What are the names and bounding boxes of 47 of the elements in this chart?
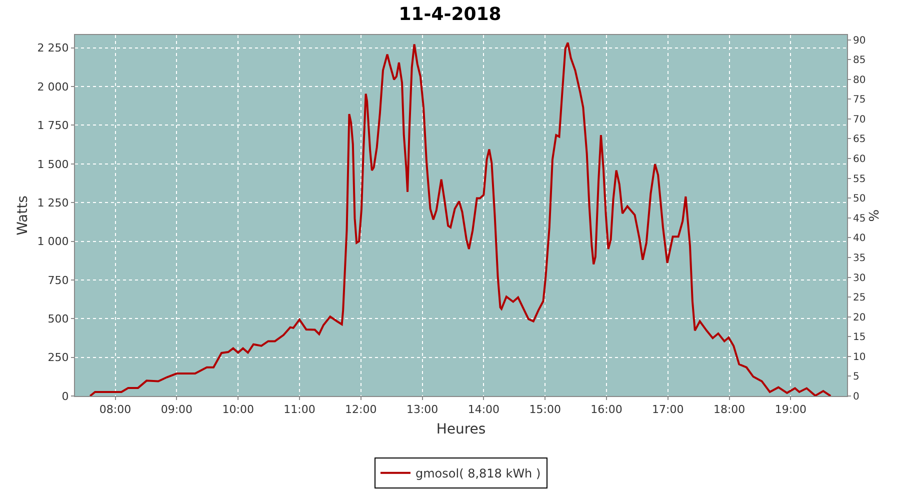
y-tick-label: 2 250 xyxy=(37,42,69,55)
y2-tick-label: 85 xyxy=(853,55,866,66)
y2-tick-label: 65 xyxy=(853,134,866,146)
x-tick-label: 18:00 xyxy=(713,403,746,416)
y2-tick-label: 40 xyxy=(853,233,866,244)
y2-tick-label: 90 xyxy=(853,35,866,46)
y2-axis-title: % xyxy=(867,209,882,222)
y2-tick-label: 10 xyxy=(853,352,866,363)
y-tick-label: 500 xyxy=(48,312,69,326)
y2-tick-label: 50 xyxy=(853,194,866,205)
y-tick-label: 1 250 xyxy=(37,196,69,210)
x-tick-label: 14:00 xyxy=(468,403,500,416)
y-tick-label: 1 750 xyxy=(37,119,69,132)
x-tick-label: 10:00 xyxy=(222,403,254,416)
y-tick-label: 1 500 xyxy=(37,158,69,171)
y2-tick-label: 55 xyxy=(853,174,866,185)
legend-label: gmosol( 8,818 kWh ) xyxy=(416,466,541,481)
x-tick-label: 12:00 xyxy=(345,403,377,416)
y2-tick-label: 25 xyxy=(853,292,866,304)
y2-tick-label: 20 xyxy=(853,312,866,324)
y-tick-label: 2 000 xyxy=(37,80,69,94)
y-axis-title: Watts xyxy=(14,196,31,236)
y2-tick-label: 30 xyxy=(853,272,866,284)
x-tick-label: 19:00 xyxy=(774,403,807,416)
y-tick-label: 1 000 xyxy=(37,235,69,248)
y-tick-label: 0 xyxy=(62,390,69,403)
y-tick-label: 250 xyxy=(48,351,69,364)
y2-tick-label: 0 xyxy=(853,392,860,402)
x-axis-title: Heures xyxy=(436,422,486,438)
y2-tick-label: 35 xyxy=(853,252,866,264)
x-tick-label: 08:00 xyxy=(99,403,132,416)
x-tick-label: 13:00 xyxy=(406,403,438,416)
y2-tick-label: 60 xyxy=(853,154,866,165)
x-tick-label: 15:00 xyxy=(529,403,561,416)
y2-tick-label: 5 xyxy=(853,372,860,383)
y2-tick-label: 15 xyxy=(853,332,866,344)
y2-tick-label: 75 xyxy=(853,94,866,106)
chart-title: 11-4-2018 xyxy=(398,4,502,26)
x-tick-label: 16:00 xyxy=(590,403,622,416)
y-tick-label: 750 xyxy=(48,274,69,287)
y2-tick-label: 70 xyxy=(853,114,866,126)
x-tick-label: 09:00 xyxy=(160,403,193,416)
line-series xyxy=(89,42,832,396)
y2-tick-label: 80 xyxy=(853,74,866,86)
y2-tick-label: 45 xyxy=(853,213,866,224)
x-tick-label: 11:00 xyxy=(284,403,316,416)
x-tick-label: 17:00 xyxy=(652,403,684,416)
